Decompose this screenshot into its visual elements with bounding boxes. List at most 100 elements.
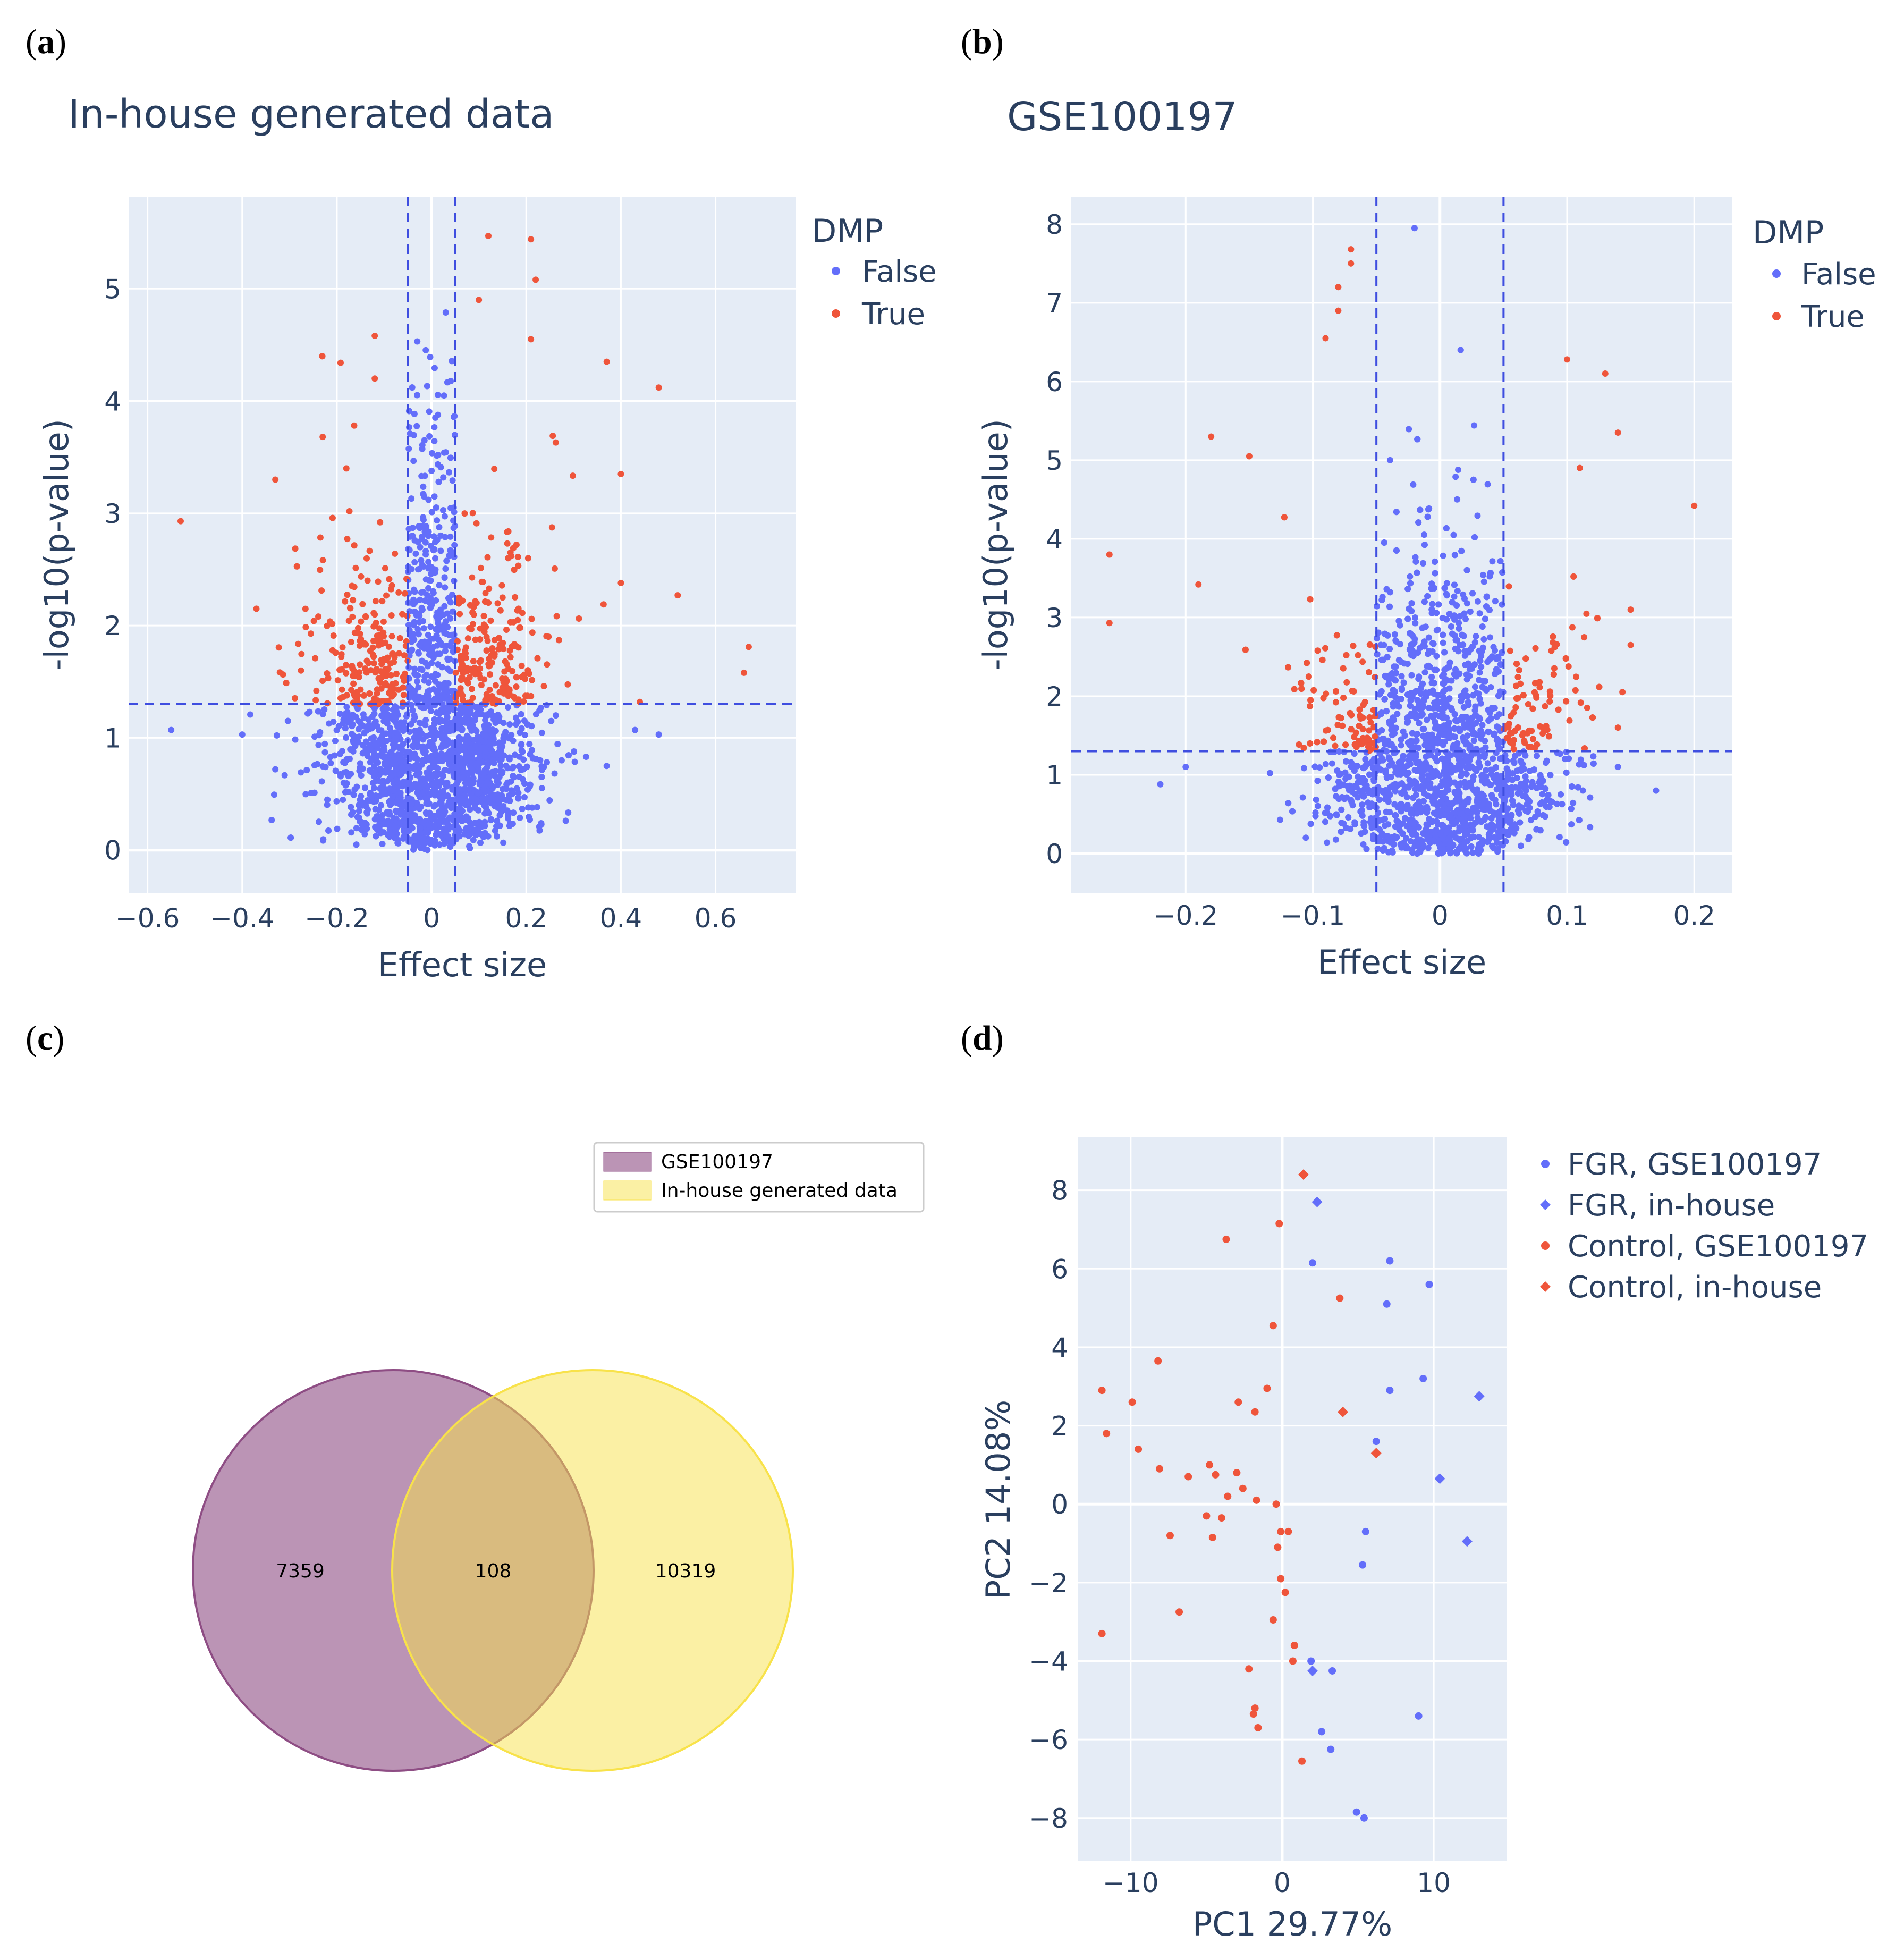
point-true: [505, 692, 512, 699]
point-false: [436, 582, 443, 589]
point-false: [441, 449, 447, 456]
point-false: [358, 721, 365, 728]
point-false: [393, 766, 400, 773]
point-false: [429, 740, 436, 747]
point-true: [469, 510, 476, 517]
point-false: [480, 786, 487, 793]
point-false: [168, 726, 175, 733]
point-true: [366, 690, 373, 697]
point-false: [440, 474, 447, 481]
point-false: [343, 780, 350, 787]
y-tick-label: 0: [104, 835, 121, 866]
point-true: [470, 658, 477, 665]
point-true: [519, 673, 526, 680]
point-false: [327, 754, 334, 761]
point-false: [436, 841, 443, 848]
point-false: [426, 433, 433, 440]
point-false: [371, 705, 378, 712]
point-false: [419, 606, 426, 613]
point-false: [1333, 812, 1340, 818]
point-false: [1276, 816, 1283, 823]
point-false: [393, 704, 400, 711]
chart-title-a: In-house generated data: [68, 91, 554, 137]
point-false: [582, 753, 589, 760]
point-false: [459, 764, 466, 771]
point-false: [343, 704, 350, 711]
point-false: [431, 437, 438, 444]
point-false: [469, 726, 476, 733]
point-false: [359, 799, 366, 806]
point-false: [392, 823, 399, 830]
point-false: [442, 829, 449, 835]
point-false: [508, 732, 515, 739]
point-false: [422, 659, 429, 666]
point-false: [520, 766, 527, 773]
point-false: [1385, 796, 1392, 803]
point-false: [1474, 598, 1481, 605]
point-true: [342, 598, 349, 605]
point-true: [339, 644, 346, 651]
point-false: [432, 555, 439, 562]
point-false: [439, 506, 446, 513]
point-false: [411, 781, 418, 788]
point-false: [411, 559, 418, 565]
point-false: [415, 650, 422, 657]
y-tick-label: 4: [104, 386, 121, 417]
point-true: [466, 674, 473, 681]
point-false: [439, 773, 446, 780]
point-false: [426, 408, 433, 415]
point-false: [446, 767, 453, 774]
point-true: [362, 613, 369, 620]
point-false: [434, 517, 441, 524]
point-false: [1508, 791, 1515, 798]
point-true: [553, 613, 560, 620]
point-false: [449, 784, 455, 791]
point-true: [481, 598, 488, 605]
point-false: [1389, 847, 1395, 854]
point-false: [442, 565, 449, 572]
point-false: [1391, 631, 1398, 638]
point-false: [519, 806, 526, 813]
point-true: [379, 598, 386, 605]
x-tick-label: 0.2: [505, 903, 547, 934]
point-false: [481, 769, 488, 776]
point-false: [1412, 620, 1419, 627]
point-true: [505, 528, 512, 535]
point-false: [410, 458, 417, 464]
point-true: [401, 652, 408, 659]
point-true: [330, 632, 337, 639]
point-true: [361, 665, 368, 672]
x-tick-label: 0.4: [600, 903, 642, 934]
point-false: [359, 742, 366, 749]
point-false: [565, 809, 572, 816]
point-false: [363, 825, 370, 832]
legend-a: DMP False True: [812, 213, 937, 332]
point-false: [446, 748, 453, 755]
point-false: [436, 681, 443, 688]
point-false: [1457, 347, 1464, 353]
point-false: [1421, 669, 1428, 676]
point-false: [1587, 824, 1594, 831]
point-false: [538, 766, 545, 773]
point-true: [469, 609, 476, 616]
point-false: [437, 547, 444, 554]
point-false: [1525, 836, 1532, 843]
point-false: [378, 802, 385, 809]
point-true: [283, 680, 290, 687]
point-false: [378, 739, 385, 746]
point-true: [324, 670, 331, 677]
point-false: [345, 789, 352, 796]
point-false: [1568, 821, 1575, 828]
point-false: [1332, 785, 1339, 792]
point-false: [320, 836, 327, 843]
point-false: [495, 713, 502, 720]
point-true: [344, 592, 351, 598]
point-false: [1539, 791, 1546, 798]
point-false: [376, 778, 383, 785]
point-false: [370, 798, 377, 805]
point-false: [495, 751, 502, 758]
point-false: [481, 795, 488, 802]
point-false: [1431, 680, 1437, 687]
point-false: [414, 672, 421, 679]
point-true: [524, 555, 531, 562]
